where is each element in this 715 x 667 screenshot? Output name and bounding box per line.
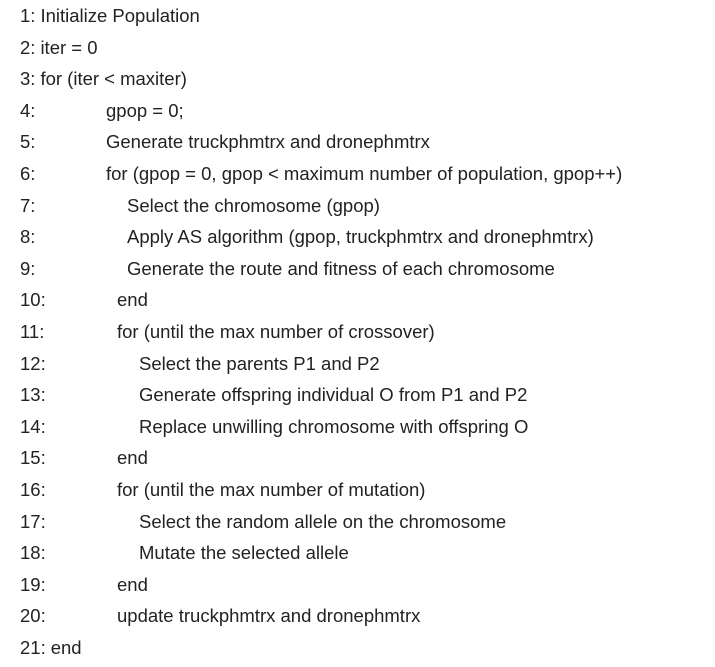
line-number: 8:	[20, 226, 36, 248]
line-number: 20:	[20, 605, 46, 627]
line-text: update truckphmtrx and dronephmtrx	[117, 605, 421, 627]
line-number: 9:	[20, 257, 36, 279]
line-text: end	[117, 573, 148, 595]
line-number: 19:	[20, 573, 46, 595]
line-content: 3:	[20, 68, 36, 90]
line-text: iter = 0	[40, 36, 98, 58]
line-number: 17:	[20, 510, 46, 532]
line-text: for (until the max number of crossover)	[117, 321, 435, 342]
line-text: end	[117, 447, 148, 469]
line-text: Initialize Population	[40, 5, 200, 26]
line-number: 5:	[20, 131, 36, 153]
line-number: 10:	[20, 289, 46, 311]
line-number: 6:	[20, 163, 36, 184]
line-number: 11:	[20, 321, 45, 342]
line-number: 13:	[20, 384, 46, 406]
line-text: Mutate the selected allele	[139, 542, 349, 564]
line-text: Select the parents P1 and P2	[139, 352, 380, 374]
line-text: Generate truckphmtrx and dronephmtrx	[106, 131, 430, 153]
line-text: for (iter < maxiter)	[40, 68, 187, 90]
line-text: Apply AS algorithm (gpop, truckphmtrx an…	[127, 226, 594, 248]
line-text: end	[50, 637, 82, 658]
line-text: Replace unwilling chromosome with offspr…	[139, 415, 529, 437]
line-number: 18:	[20, 542, 46, 564]
line-content: 2:	[20, 36, 36, 58]
line-number: 16:	[20, 479, 46, 500]
line-number: 15:	[20, 447, 46, 469]
line-text: for (until the max number of mutation)	[117, 479, 426, 500]
line-content: 1:	[20, 5, 36, 26]
line-number: 14:	[20, 415, 46, 437]
line-text: end	[117, 289, 148, 311]
line-text: Generate offspring individual O from P1 …	[139, 384, 528, 406]
line-text: for (gpop = 0, gpop < maximum number of …	[106, 163, 623, 184]
line-text: gpop = 0;	[106, 99, 184, 121]
line-number: 4:	[20, 99, 36, 121]
line-content: 21:	[20, 637, 46, 658]
line-text: Select the random allele on the chromoso…	[139, 510, 507, 532]
line-number: 12:	[20, 352, 46, 374]
line-text: Generate the route and fitness of each c…	[127, 257, 555, 279]
line-text: Select the chromosome (gpop)	[127, 194, 380, 216]
line-number: 7:	[20, 194, 36, 216]
